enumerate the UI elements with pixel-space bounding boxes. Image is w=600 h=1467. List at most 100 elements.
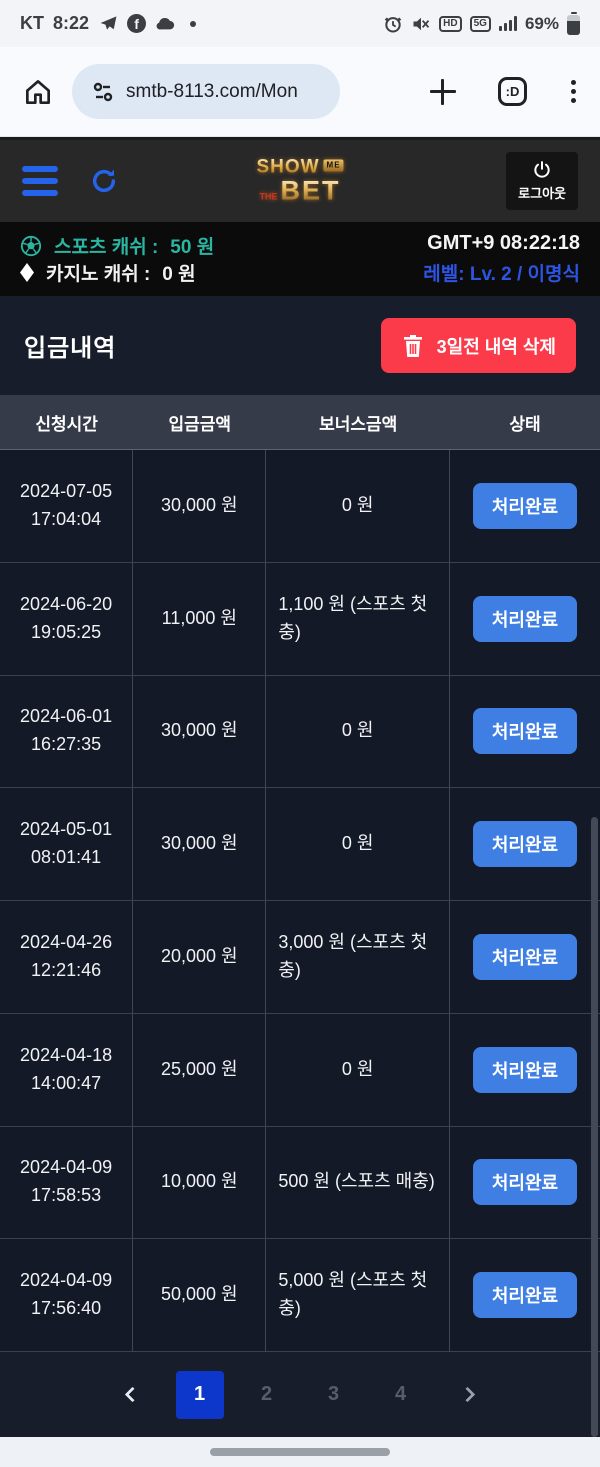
request-date: 2024-04-09 — [20, 1157, 113, 1178]
status-complete-button[interactable]: 처리완료 — [472, 1272, 577, 1319]
cell-bonus-amount: 0 원 — [266, 1013, 450, 1126]
cell-status: 처리완료 — [450, 901, 600, 1013]
prev-page-button[interactable] — [109, 1371, 157, 1419]
status-complete-button[interactable]: 처리완료 — [472, 1159, 577, 1206]
server-time-label: GMT+9 08:22:18 — [427, 232, 580, 254]
table-row: 2024-07-05 17:04:04 30,000 원 0 원 처리완료 — [0, 450, 600, 562]
cell-bonus-amount: 0 원 — [266, 675, 450, 788]
page-number-button[interactable]: 4 — [377, 1371, 425, 1419]
gesture-bar — [0, 1437, 600, 1467]
cell-request-time: 2024-05-01 08:01:41 — [0, 788, 134, 900]
page-number-button[interactable]: 1 — [175, 1370, 224, 1419]
cell-request-time: 2024-06-01 16:27:35 — [0, 675, 134, 788]
delete-history-button[interactable]: 3일전 내역 삭제 — [380, 318, 576, 373]
status-complete-button[interactable]: 처리완료 — [472, 933, 577, 980]
table-row: 2024-04-09 17:58:53 10,000 원 500 원 (스포츠 … — [0, 1125, 600, 1239]
logo-show-text: SHOW — [256, 156, 320, 178]
url-text[interactable]: smtb-8113.com/Mon — [126, 80, 298, 102]
5g-badge-icon: 5G — [469, 15, 491, 32]
cell-request-time: 2024-04-09 17:58:53 — [0, 1126, 134, 1239]
cell-status: 처리완료 — [450, 1239, 600, 1351]
mute-icon — [411, 14, 431, 34]
logo-the-text: THE — [259, 191, 278, 202]
telegram-icon — [98, 14, 118, 34]
browser-toolbar: smtb-8113.com/Mon :D — [0, 47, 600, 137]
next-page-button[interactable] — [444, 1371, 492, 1419]
power-icon — [532, 160, 552, 180]
trash-icon — [401, 333, 425, 359]
page-number-button[interactable]: 2 — [243, 1371, 291, 1419]
new-tab-button[interactable] — [430, 78, 456, 105]
menu-button[interactable] — [22, 166, 58, 196]
signal-icon — [498, 16, 517, 31]
sports-cash-value: 50 원 — [170, 237, 215, 258]
header-deposit-amount: 입금금액 — [168, 414, 232, 434]
page-title: 입금내역 — [24, 335, 117, 362]
cell-status: 처리완료 — [450, 563, 600, 675]
carrier-label: KT — [20, 13, 44, 33]
bonus-amount: 3,000 원 (스포츠 첫충) — [278, 931, 428, 980]
browser-menu-button[interactable] — [569, 78, 578, 105]
deposit-amount: 50,000 원 — [160, 1284, 238, 1305]
deposit-table-body: 2024-07-05 17:04:04 30,000 원 0 원 처리완료 20… — [0, 450, 600, 1352]
request-date: 2024-05-01 — [20, 819, 113, 840]
cell-bonus-amount: 0 원 — [266, 788, 450, 900]
request-date: 2024-04-18 — [20, 1044, 113, 1065]
cell-request-time: 2024-04-26 12:21:46 — [0, 901, 134, 1013]
page-number-button[interactable]: 3 — [310, 1371, 358, 1419]
pagination: 1 2 3 4 — [0, 1352, 600, 1437]
battery-percent-label: 69% — [524, 13, 559, 33]
status-complete-button[interactable]: 처리완료 — [472, 821, 577, 868]
cell-deposit-amount: 20,000 원 — [133, 901, 267, 1013]
refresh-button[interactable] — [88, 165, 120, 197]
cell-status: 처리완료 — [450, 1014, 600, 1126]
facebook-icon: f — [127, 14, 147, 33]
status-complete-button[interactable]: 처리완료 — [472, 595, 577, 642]
bonus-amount: 1,100 원 (스포츠 첫충) — [278, 593, 428, 642]
cell-request-time: 2024-04-09 17:56:40 — [0, 1239, 134, 1351]
scrollbar[interactable] — [591, 817, 598, 1437]
account-info-bar: 스포츠 캐쉬 : 50 원 카지노 캐쉬 : 0 원 GMT+9 08:22:1… — [0, 222, 600, 296]
home-button[interactable] — [22, 76, 54, 108]
request-time: 17:56:40 — [31, 1298, 102, 1319]
bonus-amount: 0 원 — [341, 1058, 374, 1079]
logout-button[interactable]: 로그아웃 — [506, 152, 578, 210]
page-header: 입금내역 3일전 내역 삭제 — [0, 296, 600, 395]
address-bar[interactable]: smtb-8113.com/Mon — [72, 64, 340, 119]
cell-bonus-amount: 3,000 원 (스포츠 첫충) — [266, 901, 450, 1013]
bonus-amount: 5,000 원 (스포츠 첫충) — [278, 1270, 428, 1319]
cell-status: 처리완료 — [450, 1127, 600, 1239]
table-row: 2024-05-01 08:01:41 30,000 원 0 원 처리완료 — [0, 787, 600, 900]
table-row: 2024-04-26 12:21:46 20,000 원 3,000 원 (스포… — [0, 900, 600, 1013]
cloud-icon — [155, 14, 175, 34]
status-complete-button[interactable]: 처리완료 — [472, 1046, 577, 1093]
header-status: 상태 — [509, 414, 541, 434]
deposit-amount: 11,000 원 — [161, 607, 237, 628]
request-time: 16:27:35 — [31, 734, 102, 755]
gesture-handle[interactable] — [210, 1448, 390, 1456]
table-row: 2024-04-18 14:00:47 25,000 원 0 원 처리완료 — [0, 1012, 600, 1126]
status-complete-button[interactable]: 처리완료 — [472, 482, 577, 529]
deposit-amount: 30,000 원 — [160, 720, 238, 741]
cell-bonus-amount: 500 원 (스포츠 매충) — [266, 1126, 450, 1239]
status-complete-button[interactable]: 처리완료 — [472, 708, 577, 755]
cell-deposit-amount: 30,000 원 — [133, 450, 267, 562]
bonus-amount: 500 원 (스포츠 매충) — [278, 1171, 435, 1192]
casino-cash-value: 0 원 — [162, 264, 196, 285]
tab-switcher-button[interactable]: :D — [498, 77, 527, 106]
site-logo[interactable]: SHOW ME THE BET — [256, 156, 344, 205]
soccer-ball-icon — [20, 235, 42, 257]
deposit-amount: 10,000 원 — [160, 1171, 238, 1192]
cell-bonus-amount: 5,000 원 (스포츠 첫충) — [266, 1239, 450, 1351]
request-time: 14:00:47 — [31, 1072, 102, 1093]
request-date: 2024-07-05 — [20, 480, 113, 501]
alarm-icon — [383, 14, 403, 34]
deposit-amount: 30,000 원 — [160, 494, 238, 515]
logo-me-text: ME — [323, 159, 344, 172]
sports-cash-label: 스포츠 캐쉬 : — [54, 237, 159, 258]
table-row: 2024-06-20 19:05:25 11,000 원 1,100 원 (스포… — [0, 561, 600, 675]
request-time: 17:58:53 — [31, 1185, 102, 1206]
site-settings-icon[interactable] — [91, 80, 115, 104]
cell-request-time: 2024-07-05 17:04:04 — [0, 450, 134, 562]
